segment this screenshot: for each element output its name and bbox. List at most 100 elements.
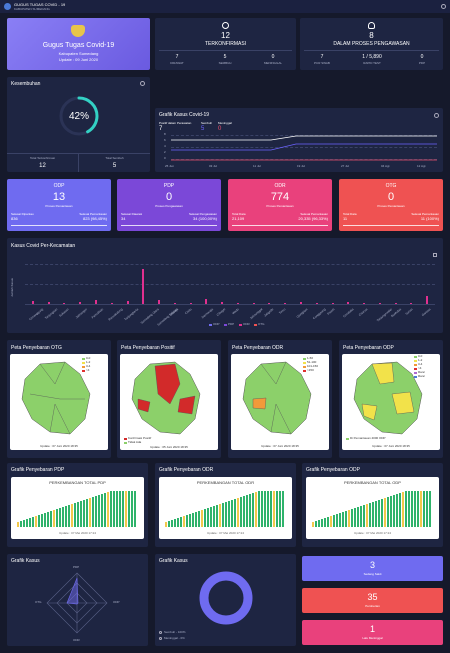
bar-tanjungkerta[interactable] <box>126 300 129 304</box>
spread-updated: Update : 07 Mei 2020 17:24 <box>58 531 97 535</box>
legend-swatch <box>239 324 242 326</box>
spread-chart[interactable]: PERKEMBANGAN TOTAL ODR Update : 07 Mei 2… <box>159 477 292 539</box>
legend-label: ODR <box>243 322 250 326</box>
hero-title: Gugus Tugas Covid-19 <box>42 42 115 49</box>
confirmed-card: 12 TERKONFIRMASI 7 DIRAWAT 5 SEMBUH 0 ME… <box>155 18 296 70</box>
spread-title: Grafik Penyebaran ODR <box>159 467 214 473</box>
odr-card[interactable]: ODR 774 Proses Pemantauan Total Data 21,… <box>228 179 332 231</box>
bar-cisarua[interactable] <box>363 303 366 304</box>
bar-pamulihan[interactable] <box>94 300 97 304</box>
bar-jatigede[interactable] <box>268 303 271 304</box>
summary-died[interactable]: 1 Lalu Meninggal <box>302 620 443 645</box>
bar-jatinunggal[interactable] <box>252 302 255 304</box>
spread-column <box>423 491 425 527</box>
summary-given[interactable]: 35 Pemberian <box>302 588 443 613</box>
spread-column <box>363 504 365 527</box>
spread-column <box>41 513 43 527</box>
spread-column <box>47 511 49 527</box>
map-canvas[interactable]: Konfirmasi Positif Tidak Ada Update : 05… <box>120 354 218 450</box>
spread-column <box>80 500 82 527</box>
legend-label: 3-4 <box>418 362 423 366</box>
spread-column <box>183 515 185 527</box>
bar-tanjungsari[interactable] <box>47 301 50 304</box>
otg-card[interactable]: OTG 0 Proses Pemantauan Total Data 11 Se… <box>339 179 443 231</box>
map-title: Peta Penyebaran ODP <box>343 345 394 351</box>
summary-value: 3 <box>369 560 375 570</box>
spread-column <box>354 507 356 527</box>
bar-paseh[interactable] <box>331 302 334 304</box>
left-label: Total Data <box>232 212 246 216</box>
legend-label: >4 <box>418 366 422 370</box>
bar-cibugel[interactable] <box>221 302 224 304</box>
spread-column <box>333 514 335 527</box>
recovery-title: Kesembuhan <box>11 81 41 87</box>
bar-jatinangor[interactable] <box>79 302 82 304</box>
spread-column <box>38 514 40 527</box>
radar-title: Grafik Kasus <box>11 558 40 564</box>
spread-column <box>240 496 242 527</box>
pdp-card[interactable]: PDP 0 Proses Pengawasan Selesai Diawasi … <box>117 179 221 231</box>
summary-sick[interactable]: 3 Sedang Sakit <box>302 556 443 581</box>
bar-buahdua[interactable] <box>394 303 397 304</box>
left-value: 836 <box>11 216 18 221</box>
odp-card[interactable]: ODP 13 Proses Pemantauan Selesai Dipanta… <box>7 179 111 231</box>
spread-column <box>345 510 347 527</box>
bar-tanjungmedar[interactable] <box>378 302 381 304</box>
map-card-otg: Peta Penyebaran OTG 0-0 1-2 3-4 >4 Updat… <box>7 340 111 458</box>
spread-column <box>249 493 251 527</box>
card-title: PDP <box>163 183 175 189</box>
left-label: Selesai Diawasi <box>121 212 143 216</box>
map-updated: Update : 07 Juni 2020 18:35 <box>40 444 78 448</box>
menu-icon[interactable] <box>441 4 446 9</box>
district-title: Kasus Covid Per-Kecamatan <box>11 243 76 249</box>
spread-column <box>378 499 380 527</box>
divider <box>159 50 292 51</box>
spread-column <box>342 511 344 527</box>
x-tick-label: Rancakalong <box>107 307 124 322</box>
bar-tomo[interactable] <box>284 302 287 304</box>
bar-ujungjaya[interactable] <box>299 302 302 304</box>
spread-chart[interactable]: PERKEMBANGAN TOTAL ODP Update : 07 Mei 2… <box>306 477 439 539</box>
card-title: ODP <box>53 183 65 189</box>
legend-label: 0-0 <box>418 354 423 358</box>
spread-column <box>336 513 338 527</box>
bar-wado[interactable] <box>236 303 239 304</box>
bar-surian[interactable] <box>410 303 413 304</box>
bar-cisitu[interactable] <box>189 302 192 304</box>
spread-column <box>83 499 85 527</box>
legend-label: Meninggal <box>218 121 232 125</box>
map-canvas[interactable]: 1-50 51-100 101-150 >150 Update : 07 Jun… <box>231 354 329 450</box>
settings-icon[interactable] <box>434 113 439 118</box>
left-label: Total Data <box>343 212 357 216</box>
bar-conggeang[interactable] <box>315 302 318 304</box>
menu-icon[interactable] <box>433 253 437 257</box>
bar-cimanggung[interactable] <box>31 301 34 304</box>
spread-column <box>62 506 64 527</box>
radar-label: ODR <box>73 638 80 642</box>
spread-column <box>369 502 371 527</box>
bar-rancakalong[interactable] <box>110 302 113 304</box>
spread-column <box>315 520 317 527</box>
spread-chart[interactable]: PERKEMBANGAN TOTAL PDP Update : 07 Mei 2… <box>11 477 144 539</box>
spread-column <box>89 497 91 527</box>
x-tick-label: Jatigede <box>263 307 275 318</box>
divider <box>304 50 439 51</box>
bar-darmaraja[interactable] <box>205 299 208 304</box>
spread-column <box>59 507 61 527</box>
x-tick-label: Situraja <box>168 307 179 317</box>
progress-bar <box>343 225 439 226</box>
bar-cimalaka[interactable] <box>347 302 350 304</box>
spread-column <box>204 508 206 527</box>
map-canvas[interactable]: 0-0 1-2 3-4 >4 Ranc Ranc Di Pemantauan 4… <box>342 354 440 450</box>
bar-situraja[interactable] <box>173 302 176 304</box>
spread-column <box>20 520 22 527</box>
spread-column <box>402 491 404 527</box>
progress-bar <box>232 225 328 226</box>
legend: ODP PDP ODR OTG <box>209 323 269 327</box>
bar-sumedang-utara[interactable] <box>142 269 145 304</box>
bar-sukasari[interactable] <box>63 302 66 304</box>
bar-sumedang-selatan[interactable] <box>158 299 161 304</box>
map-canvas[interactable]: 0-0 1-2 3-4 >4 Update : 07 Juni 2020 18:… <box>10 354 108 450</box>
info-icon[interactable] <box>140 81 145 86</box>
bar-ganeas[interactable] <box>426 295 429 304</box>
